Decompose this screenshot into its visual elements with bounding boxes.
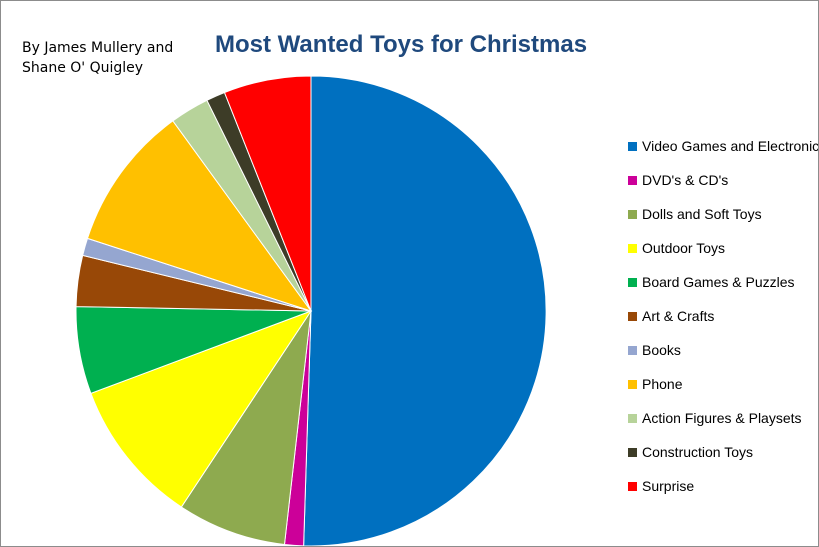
- pie-slice-dolls-and-soft-toys: [180, 310, 312, 546]
- legend-item-dvd-s-cd-s: DVD's & CD's: [628, 163, 818, 197]
- legend-item-outdoor-toys: Outdoor Toys: [628, 231, 818, 265]
- legend-label: Dolls and Soft Toys: [642, 206, 762, 222]
- legend-item-action-figures-playsets: Action Figures & Playsets: [628, 401, 818, 435]
- legend-label: DVD's & CD's: [642, 172, 729, 188]
- legend-swatch: [628, 379, 637, 389]
- pie-slice-phone: [86, 120, 313, 312]
- legend-swatch: [628, 345, 637, 355]
- legend: Video Games and Electronics DVD's & CD's D…: [628, 129, 819, 503]
- pie-slice-video-games-and-electronics: [303, 75, 547, 546]
- legend-swatch: [628, 175, 637, 185]
- legend-item-video-games-and-electronics: Video Games and Electronics: [628, 129, 819, 163]
- legend-label: Art & Crafts: [642, 308, 715, 324]
- legend-label: Construction Toys: [642, 444, 754, 460]
- legend-label: Outdoor Toys: [642, 240, 726, 256]
- legend-label: Surprise: [642, 478, 695, 494]
- legend-swatch: [628, 141, 637, 151]
- legend-item-phone: Phone: [628, 367, 818, 401]
- pie-slice-surprise: [223, 75, 312, 312]
- legend-swatch: [628, 209, 637, 219]
- legend-label: Board Games & Puzzles: [642, 274, 795, 290]
- legend-item-surprise: Surprise: [628, 469, 818, 503]
- legend-swatch: [628, 447, 637, 457]
- legend-label: Video Games and Electronics: [642, 138, 819, 154]
- legend-swatch: [628, 277, 637, 287]
- legend-swatch: [628, 413, 637, 423]
- legend-item-dolls-and-soft-toys: Dolls and Soft Toys: [628, 197, 818, 231]
- legend-item-art-crafts: Art & Crafts: [628, 299, 818, 333]
- pie-slice-outdoor-toys: [90, 309, 313, 508]
- legend-swatch: [628, 311, 637, 321]
- legend-swatch: [628, 243, 637, 253]
- chart-title: Most Wanted Toys for Christmas: [215, 31, 588, 58]
- legend-label: Phone: [642, 376, 683, 392]
- legend-label: Books: [642, 342, 681, 358]
- legend-swatch: [628, 481, 637, 491]
- legend-label: Action Figures & Playsets: [642, 410, 802, 426]
- legend-item-board-games-puzzles: Board Games & Puzzles: [628, 265, 818, 299]
- legend-item-books: Books: [628, 333, 818, 367]
- legend-item-construction-toys: Construction Toys: [628, 435, 818, 469]
- author-credit: By James Mullery and Shane O' Quigley: [22, 40, 174, 76]
